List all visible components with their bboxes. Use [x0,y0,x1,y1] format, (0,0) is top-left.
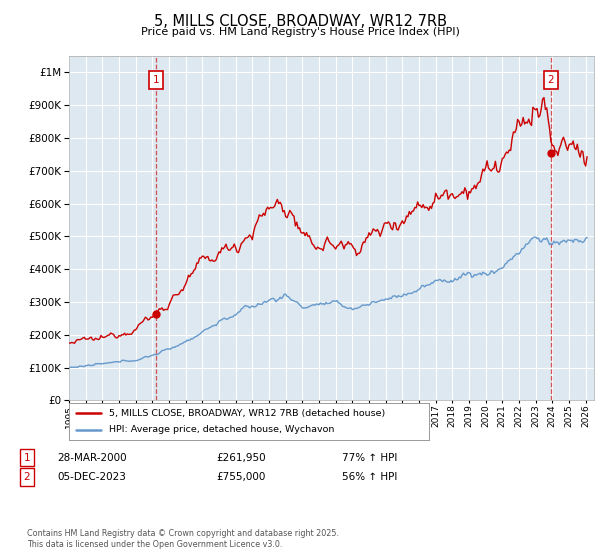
Text: Price paid vs. HM Land Registry's House Price Index (HPI): Price paid vs. HM Land Registry's House … [140,27,460,37]
Text: 1: 1 [23,452,31,463]
Text: 2: 2 [548,75,554,85]
Text: 2: 2 [23,472,31,482]
Text: 1: 1 [153,75,160,85]
Text: 5, MILLS CLOSE, BROADWAY, WR12 7RB (detached house): 5, MILLS CLOSE, BROADWAY, WR12 7RB (deta… [109,409,385,418]
Text: £755,000: £755,000 [216,472,265,482]
Text: 77% ↑ HPI: 77% ↑ HPI [342,452,397,463]
Text: 56% ↑ HPI: 56% ↑ HPI [342,472,397,482]
Text: 5, MILLS CLOSE, BROADWAY, WR12 7RB: 5, MILLS CLOSE, BROADWAY, WR12 7RB [154,14,446,29]
Text: 05-DEC-2023: 05-DEC-2023 [57,472,126,482]
Text: Contains HM Land Registry data © Crown copyright and database right 2025.
This d: Contains HM Land Registry data © Crown c… [27,529,339,549]
Text: HPI: Average price, detached house, Wychavon: HPI: Average price, detached house, Wych… [109,425,334,434]
Text: 28-MAR-2000: 28-MAR-2000 [57,452,127,463]
Text: £261,950: £261,950 [216,452,266,463]
